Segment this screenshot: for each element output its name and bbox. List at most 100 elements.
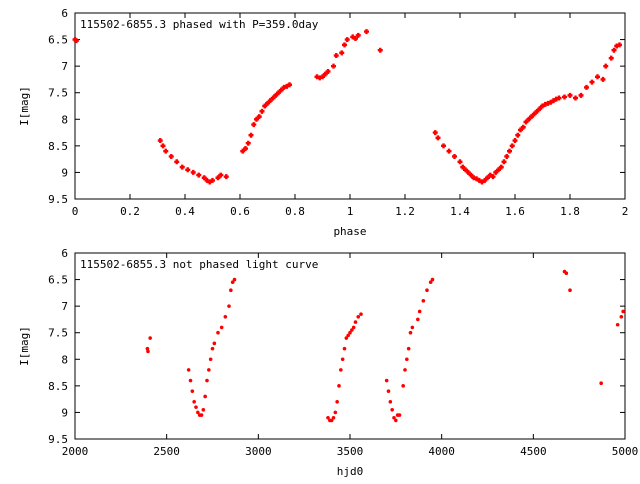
chart1-data-point — [218, 172, 224, 178]
chart1-data-point — [518, 127, 523, 133]
chart1-data-point — [322, 71, 328, 77]
chart2-x-tick-label: 4500 — [520, 445, 547, 458]
chart2-data-point — [188, 378, 193, 383]
chart1-x-tick-label: 0.2 — [120, 205, 140, 218]
chart1-title: 115502-6855.3 phased with P=359.0day — [80, 18, 319, 31]
chart2-data-point — [421, 299, 426, 303]
chart2-data-point — [350, 328, 354, 332]
chart1-data-point — [377, 47, 383, 53]
chart2-x-tick-label: 4000 — [428, 445, 455, 458]
chart1-data-point — [210, 177, 215, 183]
chart1-data-point — [603, 63, 609, 69]
chart1-data-point — [460, 164, 466, 170]
chart2-data-point — [619, 314, 624, 319]
chart2-data-point — [230, 280, 235, 285]
chart2-data-point — [190, 389, 195, 393]
chart1-data-point — [278, 87, 284, 93]
chart2-data-point — [146, 349, 150, 354]
chart1-data-point — [526, 116, 532, 122]
chart2-plot-frame — [74, 252, 626, 440]
chart1-y-tick-label: 8 — [61, 113, 68, 126]
chart1-data-point — [474, 176, 479, 182]
chart1-data-point — [432, 130, 438, 136]
chart1-data-point — [482, 177, 488, 183]
chart1-data-point — [160, 143, 166, 149]
chart1-data-point — [553, 96, 559, 102]
chart2-y-tick-label: 8.5 — [48, 380, 68, 393]
chart1-data-point — [504, 153, 510, 159]
chart2-data-point — [406, 346, 411, 351]
chart2-data-point — [342, 346, 347, 351]
chart2-data-point — [353, 320, 358, 324]
chart1-data-point — [353, 36, 358, 42]
chart2-data-point — [386, 389, 391, 393]
chart1-data-point — [355, 32, 361, 38]
chart1-data-point — [281, 84, 287, 90]
chart2-y-tick-label: 9.5 — [48, 433, 68, 446]
chart2-data-point — [219, 325, 224, 330]
chart2-data-point — [340, 357, 345, 362]
chart2-data-point — [405, 357, 409, 362]
chart1-y-tick-label: 7.5 — [48, 87, 68, 100]
chart2-data-point — [196, 410, 200, 415]
chart1-y-axis-label: I[mag] — [18, 86, 31, 126]
chart2-y-tick-label: 9 — [61, 406, 68, 419]
chart1-data-point — [534, 108, 540, 114]
chart1-data-point — [317, 75, 323, 81]
chart1-data-point — [520, 124, 526, 130]
chart1-x-tick-label: 1 — [347, 205, 354, 218]
chart2-data-point — [201, 407, 206, 412]
chart1-data-point — [333, 53, 339, 59]
chart1-data-point — [567, 92, 573, 98]
chart2-data-point — [403, 368, 407, 372]
chart1-data-point — [476, 177, 482, 183]
chart1-data-point — [512, 138, 518, 144]
chart2-data-point — [428, 280, 433, 285]
chart1-x-tick-label: 1.6 — [505, 205, 525, 218]
chart1-data-point — [465, 169, 471, 175]
chart1-data-point — [507, 148, 512, 154]
chart1-data-point — [344, 37, 350, 43]
chart1-y-tick-label: 9.5 — [48, 193, 68, 206]
chart1-data-point — [331, 63, 336, 69]
chart2-data-point — [339, 368, 343, 372]
chart1-data-point — [562, 94, 567, 100]
chart1-data-point — [463, 167, 468, 173]
chart1-data-point — [168, 153, 174, 159]
chart1-data-point — [457, 159, 463, 165]
chart1-data-point — [452, 153, 457, 159]
chart2-data-point — [210, 346, 215, 351]
chart2-data-point — [208, 357, 213, 362]
chart1-data-point — [267, 98, 273, 104]
chart1-data-point — [600, 76, 606, 82]
chart1-y-tick-label: 7 — [61, 60, 68, 73]
chart2-data-point — [568, 288, 572, 293]
chart2-data-point — [397, 413, 402, 417]
chart1-data-point — [496, 167, 501, 173]
chart1-data-point — [498, 164, 504, 170]
chart1-data-point — [608, 55, 614, 61]
chart1-x-tick-label: 1.2 — [395, 205, 415, 218]
chart1-data-point — [157, 138, 163, 144]
chart2-x-tick-label: 5000 — [612, 445, 639, 458]
chart1-data-point — [256, 114, 262, 120]
chart2-data-point — [333, 410, 338, 415]
chart1-data-point — [573, 95, 578, 101]
chart1-data-point — [509, 143, 515, 149]
chart1-data-point — [223, 174, 229, 180]
chart2-data-point — [192, 400, 196, 404]
chart2-data-point — [216, 330, 220, 335]
chart1-x-tick-label: 1.4 — [450, 205, 470, 218]
chart2-x-tick-label: 2000 — [62, 445, 89, 458]
chart1-data-point — [254, 116, 259, 122]
chart1-data-point — [314, 74, 320, 80]
chart1-data-point — [551, 98, 556, 104]
chart2-data-point — [564, 271, 569, 275]
chart1-data-point — [174, 159, 180, 165]
chart2-data-point — [212, 341, 217, 346]
chart2-data-point — [356, 314, 361, 319]
chart2-y-axis-label: I[mag] — [18, 326, 31, 366]
chart1-x-tick-label: 1.8 — [560, 205, 580, 218]
chart1-data-point — [523, 119, 529, 125]
